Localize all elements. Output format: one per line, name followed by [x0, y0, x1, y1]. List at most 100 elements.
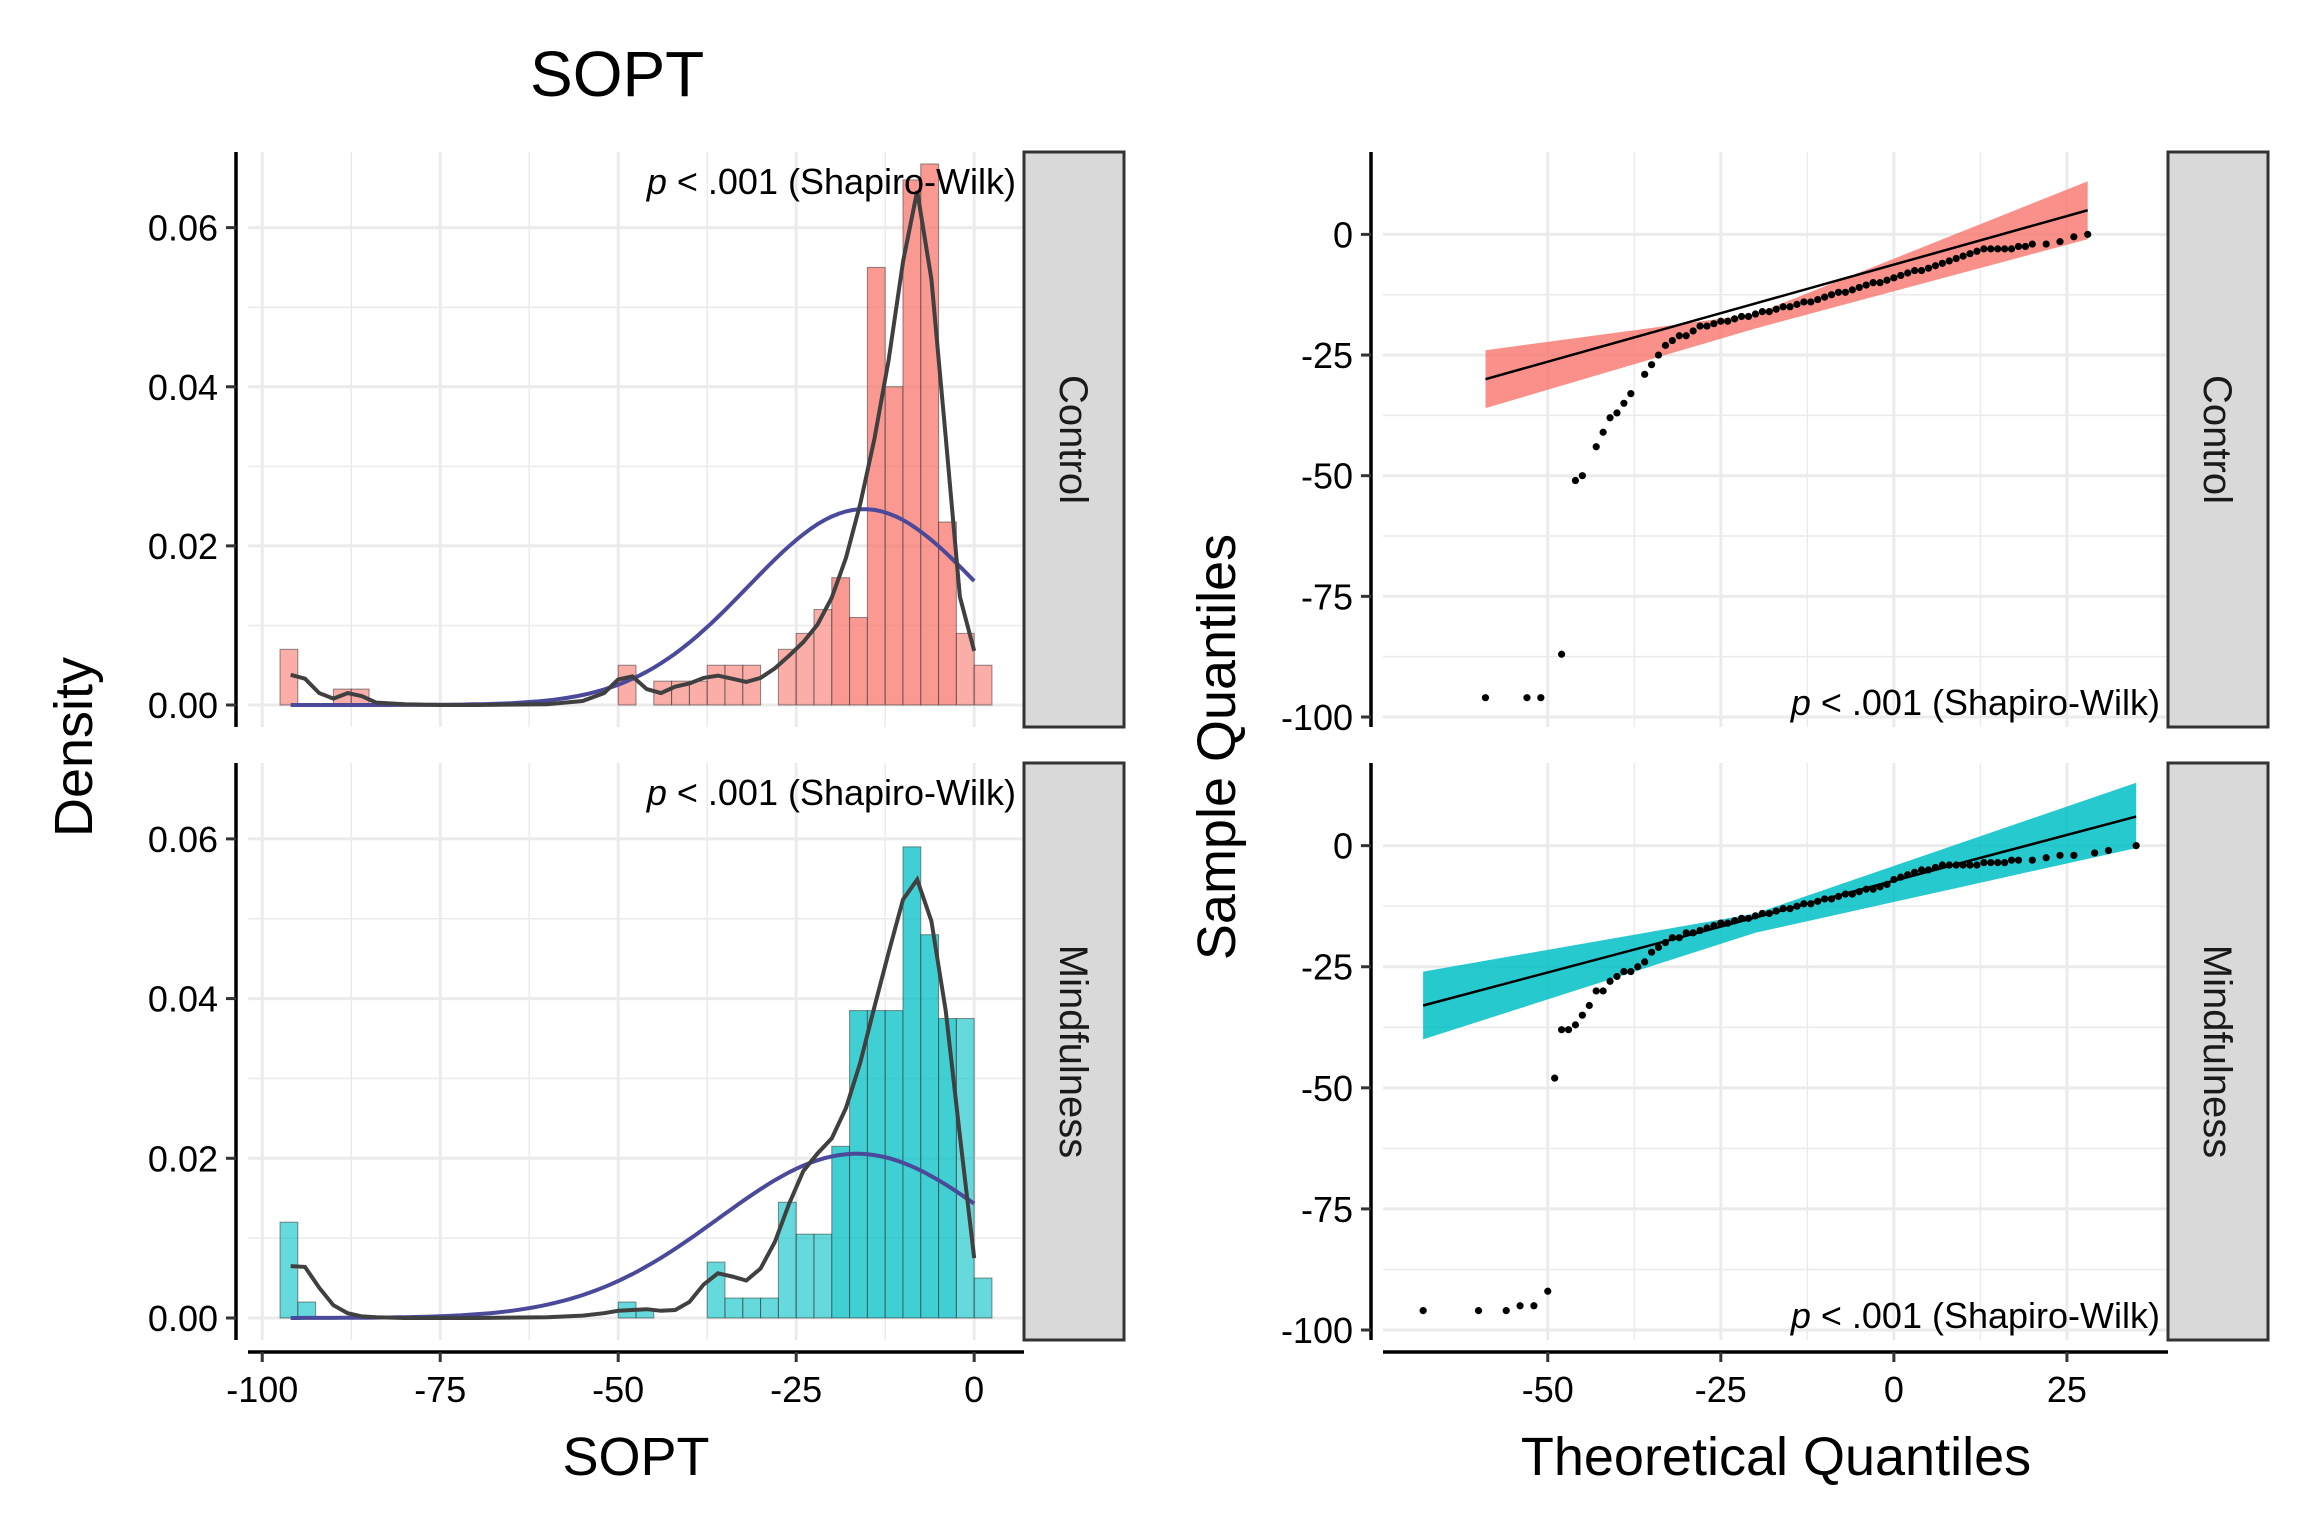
qq-mindfulness-y-tick-label: -50 [1301, 1068, 1353, 1109]
hist-control-bar [920, 163, 940, 706]
hist-mindfulness-bar [920, 934, 940, 1319]
qq-mindfulness-point [1585, 1001, 1593, 1010]
qq-control-point [1897, 271, 1905, 280]
qq-mindfulness-point [1807, 900, 1815, 908]
qq-mindfulness-point [1647, 948, 1656, 956]
qq-mindfulness-point [1544, 1287, 1552, 1295]
qq-mindfulness-panel: -100 -75 -50 -25 0 -50 -25 0 25 Mindfulness p < .0… [1281, 761, 2270, 1410]
qq-mindfulness-point [1758, 909, 1766, 918]
left-y-axis-title: Density [44, 657, 104, 837]
right-y-axis-title: Sample Quantiles [1187, 534, 1247, 960]
qq-control-point [2042, 240, 2050, 248]
hist-control-y-tick-label: 0.06 [148, 208, 218, 249]
qq-mindfulness-point [1786, 905, 1794, 913]
hist-mindfulness-bar [795, 1233, 815, 1319]
qq-mindfulness-point [1911, 868, 1919, 876]
qq-control-point [1578, 472, 1586, 480]
qq-control-point [1938, 259, 1946, 267]
qq-mindfulness-y-tick-label: -100 [1281, 1310, 1353, 1351]
qq-mindfulness-point [2028, 856, 2036, 864]
qq-control-point [1800, 298, 1808, 306]
qq-control-point [1786, 303, 1794, 311]
qq-control-point [2056, 238, 2064, 246]
qq-control-point [1834, 288, 1843, 296]
qq-mindfulness-point [1890, 875, 1898, 884]
histogram-control-panel: 0.00 0.02 0.04 0.06 Control p < .001 (Shapiro… [148, 150, 1126, 729]
qq-mindfulness-point [1731, 917, 1739, 925]
qq-mindfulness-point [2104, 846, 2113, 855]
qq-control-point [1911, 266, 1919, 275]
qq-control-point [1772, 305, 1780, 313]
hist-mindfulness-y-tick-label: 0.02 [148, 1138, 218, 1179]
qq-mindfulness-point [1419, 1307, 1427, 1315]
hist-control-bar [724, 664, 744, 706]
qq-mindfulness-point [1717, 919, 1725, 927]
qq-control-point [1904, 269, 1912, 277]
qq-mindfulness-point [1661, 938, 1670, 947]
qq-control-point [1765, 308, 1773, 316]
hist-control-bar [706, 664, 726, 706]
qq-control-point [1994, 245, 2002, 253]
hist-mindfulness-bar [973, 1277, 993, 1319]
qq-mindfulness-point [1571, 1021, 1580, 1029]
qq-mindfulness-point [1869, 885, 1877, 893]
qq-mindfulness-point [1973, 861, 1981, 869]
qq-control-reference-line [1485, 209, 2089, 381]
hist-control-bar [884, 386, 904, 706]
qq-control-point [1959, 252, 1967, 260]
qq-mindfulness-point [2042, 854, 2050, 862]
qq-control-point [1654, 351, 1663, 359]
qq-control-panel: -100 -75 -50 -25 0 Control p < .001 (Shapiro-W… [1281, 150, 2270, 738]
qq-control-point [1613, 409, 1621, 417]
hist-mindfulness-bar [724, 1297, 744, 1319]
qq-control-point [1952, 254, 1960, 263]
qq-mindfulness-y-tick-label: -75 [1301, 1189, 1353, 1230]
qq-control-y-tick-label: -50 [1301, 456, 1353, 497]
hist-control-bar [688, 680, 708, 706]
qq-mindfulness-point [1855, 888, 1863, 896]
qq-mindfulness-point [1689, 929, 1697, 937]
qq-control-point [1924, 264, 1933, 272]
hist-mindfulness-y-tick-label: 0.06 [148, 819, 218, 860]
hist-control-y-tick-label: 0.02 [148, 526, 218, 567]
qq-control-point [1827, 291, 1836, 299]
qq-mindfulness-point [1772, 907, 1780, 915]
qq-mindfulness-point [1474, 1307, 1483, 1315]
qq-control-point [1841, 288, 1850, 296]
chart-title: SOPT [530, 38, 704, 110]
qq-control-point [1758, 308, 1766, 316]
qq-mindfulness-point [1578, 1011, 1586, 1019]
hist-mindfulness-strip-label: Mindfulness [1051, 945, 1095, 1158]
qq-mindfulness-point [1696, 926, 1704, 935]
hist-mindfulness-strip [1022, 761, 1126, 1342]
qq-mindfulness-point [1703, 924, 1711, 932]
hist-mindfulness-y-tick-label: 0.04 [148, 979, 218, 1020]
qq-mindfulness-strip [2166, 761, 2270, 1342]
qq-control-point [1537, 694, 1545, 702]
qq-mindfulness-y-tick-label: 0 [1333, 826, 1353, 867]
hist-control-bar [831, 577, 851, 706]
left-x-axis-title: SOPT [562, 1427, 709, 1487]
qq-control-point [1945, 257, 1953, 265]
qq-mindfulness-point [1592, 987, 1600, 995]
hist-mindfulness-bar [849, 1010, 868, 1319]
qq-mindfulness-point [2007, 856, 2016, 864]
hist-mindfulness-bar [742, 1297, 762, 1319]
qq-mindfulness-point [1945, 861, 1953, 869]
qq-mindfulness-point [2091, 849, 2099, 857]
qq-mindfulness-point [1710, 921, 1718, 930]
qq-control-shapiro-annotation: p < .001 (Shapiro-Wilk) [1790, 682, 2160, 723]
qq-control-point [1876, 279, 1884, 287]
qq-control-point [1807, 298, 1815, 306]
qq-mindfulness-x-tick-label: 25 [2047, 1369, 2087, 1410]
hist-control-shapiro-annotation: p < .001 (Shapiro-Wilk) [646, 161, 1016, 202]
qq-mindfulness-point [1668, 934, 1676, 942]
qq-mindfulness-point [2001, 859, 2009, 867]
hist-mindfulness-density-curve [290, 875, 977, 1320]
qq-mindfulness-point [1924, 866, 1933, 874]
qq-control-point [1737, 312, 1746, 321]
qq-control-point [1523, 694, 1531, 702]
hist-mindfulness-bar [884, 1010, 904, 1319]
qq-mindfulness-point [1627, 967, 1635, 976]
